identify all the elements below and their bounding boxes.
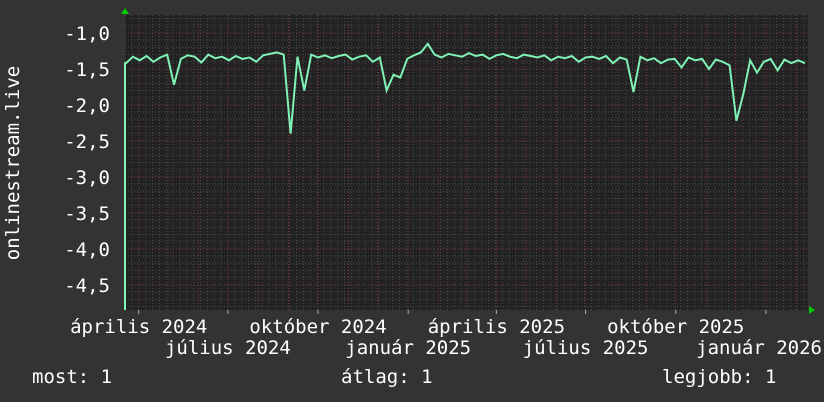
series-line — [124, 42, 806, 310]
y-tick-label: -4,0 — [64, 239, 110, 261]
x-tick-label: április 2024 — [70, 316, 207, 338]
legend-average: átlag: 1 — [341, 366, 433, 388]
y-axis-ticks: -1,0 -1,5 -2,0 -2,5 -3,0 -3,5 -4,0 -4,5 — [64, 23, 110, 297]
grid — [124, 15, 808, 310]
y-axis-arrow-icon — [121, 8, 129, 14]
y-tick-label: -4,5 — [64, 275, 110, 297]
y-tick-label: -2,5 — [64, 131, 110, 153]
x-tick-label: január 2026 — [696, 337, 822, 359]
y-axis-label: onlinestream.live — [2, 66, 24, 260]
legend-max: legjobb: 1 — [662, 366, 777, 388]
x-axis-arrow-icon — [809, 306, 815, 314]
x-tick-label: július 2024 — [165, 337, 291, 359]
y-tick-label: -3,0 — [64, 167, 110, 189]
x-tick-label: január 2025 — [345, 337, 471, 359]
x-tick-label: október 2025 — [607, 316, 744, 338]
y-tick-label: -1,5 — [64, 59, 110, 81]
x-tick-label: július 2025 — [523, 337, 649, 359]
legend-current: most: 1 — [32, 366, 113, 388]
y-tick-label: -2,0 — [64, 95, 110, 117]
y-tick-label: -3,5 — [64, 203, 110, 225]
y-tick-label: -1,0 — [64, 23, 110, 45]
x-tick-label: április 2025 — [428, 316, 565, 338]
x-tick-label: október 2024 — [249, 316, 386, 338]
